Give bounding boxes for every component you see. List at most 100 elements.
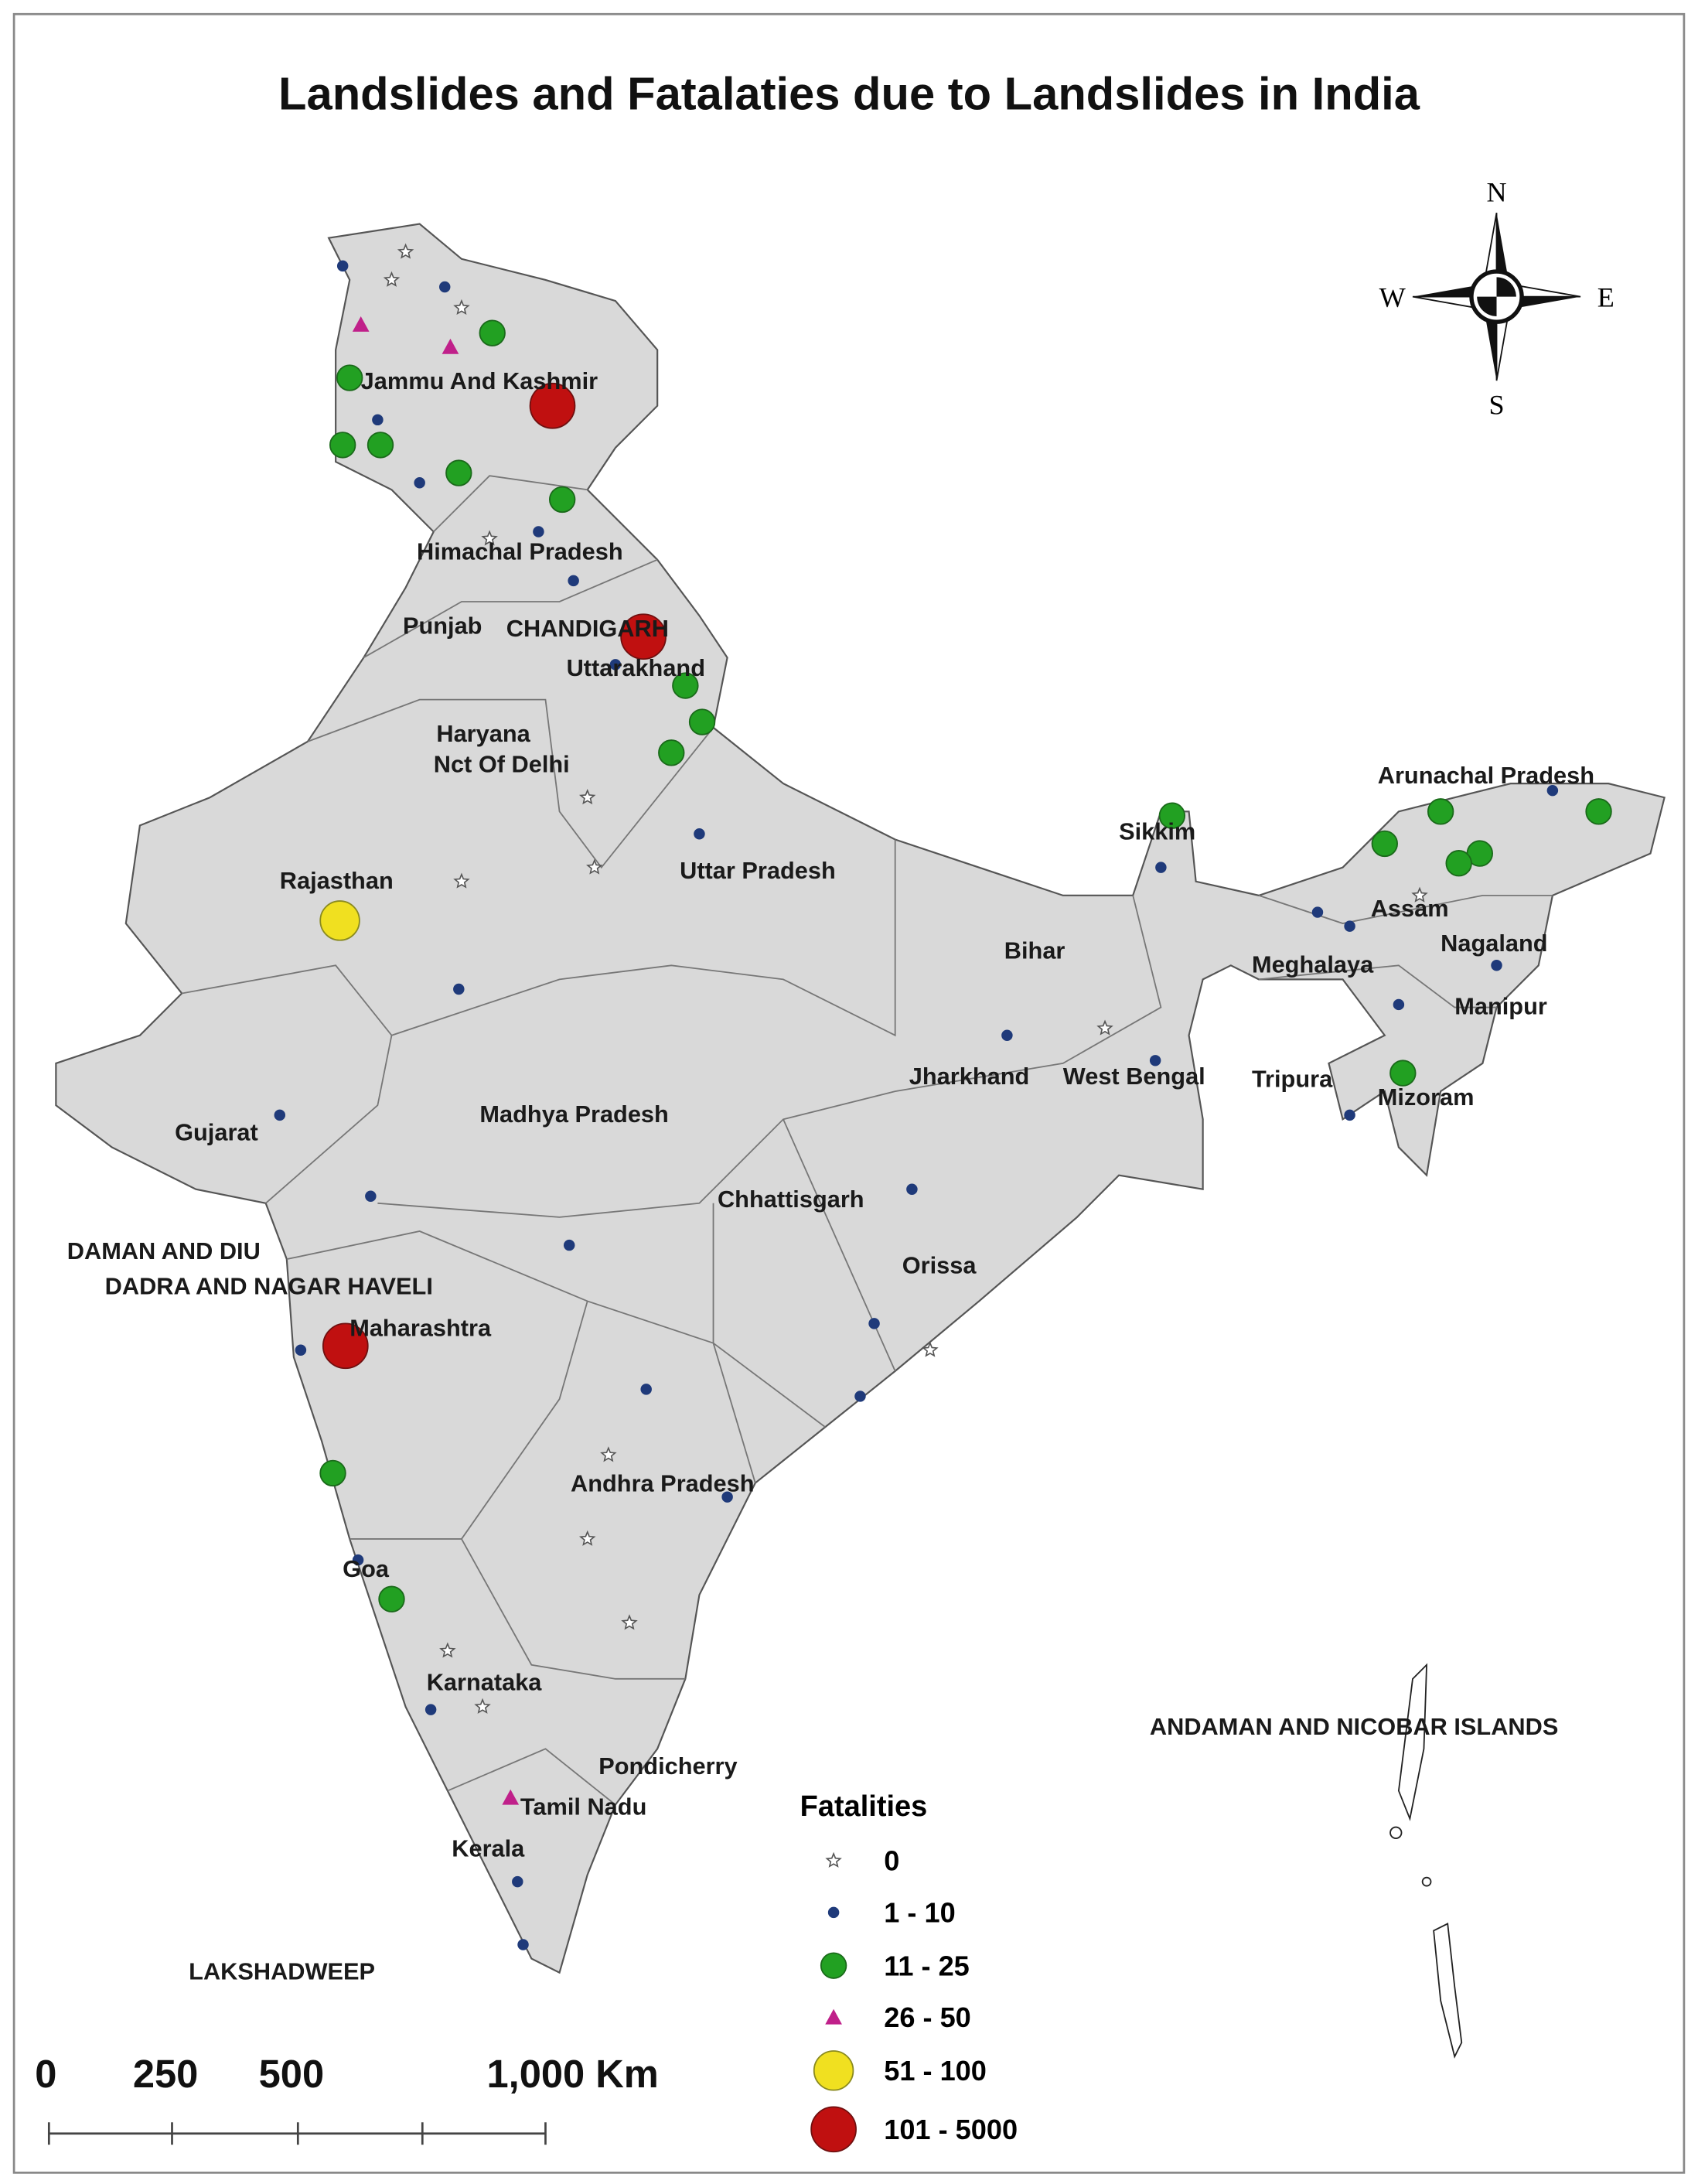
landslide-marker xyxy=(1096,1019,1113,1036)
region-label: Kerala xyxy=(452,1835,525,1862)
landslide-marker xyxy=(481,530,498,546)
landslide-marker xyxy=(329,432,356,459)
region-label: Haryana xyxy=(436,720,530,747)
landslide-marker xyxy=(1149,1055,1161,1066)
landslide-marker xyxy=(621,1614,638,1630)
region-label: LAKSHADWEEP xyxy=(189,1958,375,1985)
landslide-marker xyxy=(922,1341,939,1357)
region-label: Chhattisgarh xyxy=(718,1186,864,1213)
landslide-marker xyxy=(533,526,544,537)
landslide-marker xyxy=(453,299,470,316)
region-label: Bihar xyxy=(1004,937,1066,964)
scale-label: 0 xyxy=(35,2052,56,2096)
landslide-marker xyxy=(620,613,667,660)
landslide-marker xyxy=(453,983,465,995)
landslide-marker xyxy=(365,1190,377,1202)
region-label: Nct Of Delhi xyxy=(434,751,570,778)
compass-w: W xyxy=(1379,282,1406,312)
landslide-marker xyxy=(1546,784,1559,797)
landslide-marker xyxy=(414,476,425,489)
landslide-marker xyxy=(854,1391,866,1402)
landslide-marker xyxy=(424,1704,437,1715)
region-label: Jharkhand xyxy=(909,1063,1030,1090)
india-outline xyxy=(55,223,1666,1974)
legend: Fatalities 0 1 - 10 11 - 25 26 - 50 51 - 100… xyxy=(800,1790,1018,2153)
legend-symbol xyxy=(825,2008,842,2025)
landslide-marker xyxy=(578,789,596,805)
landslide-marker xyxy=(1344,920,1355,932)
legend-symbol xyxy=(827,1906,840,1919)
landslide-marker xyxy=(548,486,576,514)
landslide-marker xyxy=(319,1459,346,1487)
legend-label: 1 - 10 xyxy=(884,1897,955,1929)
legend-symbol xyxy=(820,1952,847,1979)
landslide-marker xyxy=(383,271,401,287)
landslide-marker xyxy=(442,338,459,354)
region-label: DADRA AND NAGAR HAVELI xyxy=(105,1272,433,1299)
landslide-marker xyxy=(1371,830,1398,858)
legend-label: 26 - 50 xyxy=(884,2001,971,2033)
landslide-marker xyxy=(1491,960,1502,971)
landslide-marker xyxy=(658,739,685,766)
scale-label: 250 xyxy=(133,2052,198,2096)
landslide-marker xyxy=(502,1789,520,1805)
legend-symbol xyxy=(810,2106,857,2153)
landslide-marker xyxy=(517,1939,529,1950)
legend-label: 0 xyxy=(884,1845,899,1877)
region-label: Pondicherry xyxy=(598,1752,737,1780)
landslide-marker xyxy=(906,1183,918,1195)
region-label: Uttarakhand xyxy=(567,654,705,681)
landslide-marker xyxy=(295,1344,307,1356)
scale-label: 1,000 Km xyxy=(486,2052,658,2096)
legend-symbol xyxy=(813,2050,854,2091)
landslide-marker xyxy=(319,900,360,941)
region-label: Gujarat xyxy=(175,1118,258,1145)
islands xyxy=(1389,1663,1463,2059)
landslide-marker xyxy=(397,243,414,259)
landslide-marker xyxy=(1445,850,1472,877)
internal-borders xyxy=(181,475,1553,1806)
landslide-marker xyxy=(367,432,394,459)
landslide-marker xyxy=(640,1384,652,1395)
region-label: Arunachal Pradesh xyxy=(1378,762,1594,789)
region-label: Meghalaya xyxy=(1252,950,1374,978)
landslide-marker xyxy=(445,459,472,486)
landslide-marker xyxy=(568,575,579,587)
landslide-marker xyxy=(1001,1029,1013,1041)
landslide-marker xyxy=(322,1322,369,1370)
landslide-marker xyxy=(453,872,470,889)
landslide-marker xyxy=(586,858,603,875)
landslide-marker xyxy=(672,672,699,699)
compass-e: E xyxy=(1597,282,1614,312)
landslide-marker xyxy=(721,1491,733,1503)
scale-bar: 0 250 500 1,000 Km xyxy=(35,2052,659,2145)
landslide-marker xyxy=(529,382,576,429)
region-label: Uttar Pradesh xyxy=(680,857,836,884)
landslide-marker xyxy=(336,364,363,391)
region-label: West Bengal xyxy=(1063,1063,1205,1090)
region-label: Orissa xyxy=(902,1251,977,1278)
landslide-marker xyxy=(474,1698,491,1714)
legend-symbol xyxy=(825,1851,842,1868)
region-label: Maharashtra xyxy=(349,1315,492,1342)
landslide-marker xyxy=(694,828,705,840)
region-label: Tripura xyxy=(1252,1066,1333,1093)
region-label: Assam xyxy=(1371,895,1449,922)
region-label: Himachal Pradesh xyxy=(417,538,623,565)
region-label: CHANDIGARH xyxy=(506,615,669,642)
landslide-marker xyxy=(563,1239,575,1251)
scale-label: 500 xyxy=(259,2052,324,2096)
region-label: Punjab xyxy=(403,613,482,640)
region-label: Jammu And Kashmir xyxy=(361,367,598,394)
landslide-marker xyxy=(438,281,451,293)
landslide-marker xyxy=(274,1109,286,1121)
landslide-marker xyxy=(512,1875,523,1888)
landslide-marker xyxy=(439,1642,456,1658)
region-label: Madhya Pradesh xyxy=(479,1101,668,1128)
landslide-marker xyxy=(352,1554,364,1566)
landslide-marker xyxy=(1393,998,1405,1011)
landslide-marker xyxy=(352,316,370,332)
legend-label: 101 - 5000 xyxy=(884,2114,1018,2145)
legend-label: 51 - 100 xyxy=(884,2055,987,2087)
region-label: Sikkim xyxy=(1119,817,1195,845)
